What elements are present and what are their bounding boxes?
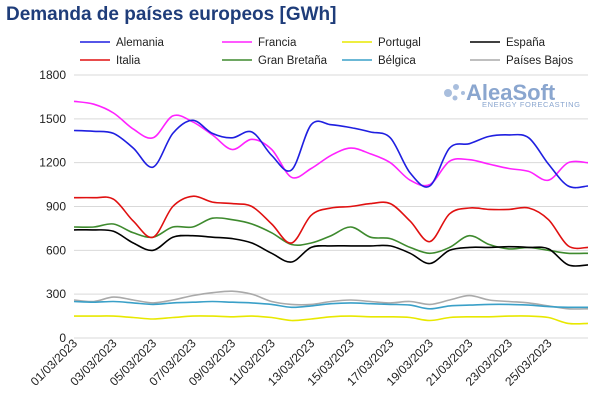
- series-line-gran-bretaña: [73, 216, 589, 255]
- aleasoft-logo: AleaSoft ENERGY FORECASTING: [444, 80, 581, 109]
- legend-label: Países Bajos: [506, 55, 573, 67]
- series-line-países-bajos: [73, 290, 589, 310]
- legend: Alemania Francia Portugal España Italia Gran …: [80, 37, 573, 67]
- x-axis-ticks: 01/03/202303/03/202305/03/202307/03/2023…: [28, 336, 555, 389]
- legend-label: Bélgica: [378, 55, 416, 67]
- y-tick-label: 1200: [39, 156, 66, 170]
- legend-label: España: [506, 37, 546, 49]
- y-tick-label: 600: [46, 243, 66, 257]
- series-line-alemania: [73, 119, 589, 189]
- y-axis-ticks: 0 300 600 900 1200 1500 1800: [39, 68, 66, 345]
- chart-title: Demanda de países europeos [GWh]: [6, 4, 337, 25]
- legend-label: Italia: [116, 55, 141, 67]
- logo-text: AleaSoft: [466, 80, 556, 105]
- legend-label: Portugal: [378, 37, 421, 49]
- legend-label: Gran Bretaña: [258, 55, 328, 67]
- series-line-españa: [73, 228, 589, 267]
- series-line-italia: [73, 195, 589, 250]
- grid-lines: [74, 74, 588, 339]
- y-tick-label: 1800: [39, 68, 66, 82]
- series-line-portugal: [74, 315, 589, 325]
- legend-label: Alemania: [116, 37, 165, 49]
- series-line-bélgica: [73, 300, 589, 310]
- y-tick-label: 300: [46, 287, 66, 301]
- logo-subtext: ENERGY FORECASTING: [482, 100, 581, 109]
- y-tick-label: 0: [59, 331, 66, 345]
- series-line-francia: [73, 100, 589, 187]
- y-tick-label: 900: [46, 200, 66, 214]
- legend-label: Francia: [258, 37, 297, 49]
- series-lines: [73, 100, 589, 325]
- y-tick-label: 1500: [39, 112, 66, 126]
